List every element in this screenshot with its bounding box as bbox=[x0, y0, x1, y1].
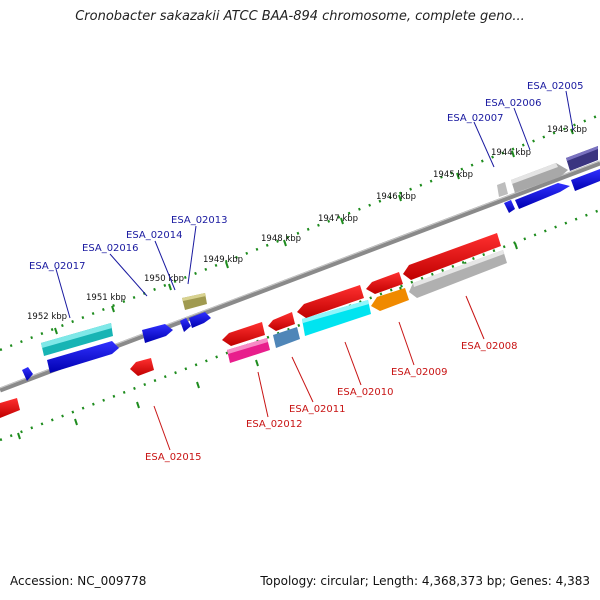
gene-esa-02008[interactable] bbox=[409, 250, 507, 298]
gene-forward-blue-long[interactable] bbox=[47, 341, 119, 373]
kbp-label-1950: 1950 kbp bbox=[144, 274, 184, 284]
gene-esa-02017[interactable] bbox=[41, 323, 113, 356]
label-esa-02010[interactable]: ESA_02010 bbox=[337, 387, 394, 398]
gene-esa-02011[interactable] bbox=[273, 327, 300, 348]
major-ticks-outer bbox=[54, 128, 574, 335]
gene-esa-02006[interactable] bbox=[511, 163, 568, 193]
label-esa-02013[interactable]: ESA_02013 bbox=[171, 215, 228, 226]
kbp-label-1952: 1952 kbp bbox=[27, 312, 67, 322]
label-esa-02006[interactable]: ESA_02006 bbox=[485, 98, 542, 109]
gene-esa-02010[interactable] bbox=[302, 300, 371, 336]
label-esa-02005[interactable]: ESA_02005 bbox=[527, 81, 584, 92]
label-esa-02012[interactable]: ESA_02012 bbox=[246, 419, 303, 430]
gene-reverse-red-long[interactable] bbox=[403, 233, 501, 280]
kbp-label-1944: 1944 kbp bbox=[491, 148, 531, 158]
kbp-label-1945: 1945 kbp bbox=[433, 170, 473, 180]
label-esa-02016[interactable]: ESA_02016 bbox=[82, 243, 139, 254]
topology-text: Topology: circular; Length: 4,368,373 bp… bbox=[260, 574, 590, 588]
label-leaders bbox=[55, 90, 574, 451]
gene-forward-blue-small[interactable] bbox=[180, 318, 191, 332]
kbp-label-1949: 1949 kbp bbox=[203, 255, 243, 265]
gene-esa-02013[interactable] bbox=[182, 293, 207, 310]
gene-esa-02015[interactable] bbox=[130, 358, 154, 376]
gene-esa-02012[interactable] bbox=[227, 338, 270, 363]
label-esa-02014[interactable]: ESA_02014 bbox=[126, 230, 183, 241]
kbp-label-1948: 1948 kbp bbox=[261, 234, 301, 244]
kbp-label-1951: 1951 kbp bbox=[86, 293, 126, 303]
label-esa-02008[interactable]: ESA_02008 bbox=[461, 341, 518, 352]
gene-forward-blue-1[interactable] bbox=[571, 169, 600, 191]
gene-reverse-red-4[interactable] bbox=[268, 312, 295, 331]
gene-forward-blue-tiny[interactable] bbox=[22, 367, 33, 381]
label-esa-02009[interactable]: ESA_02009 bbox=[391, 367, 448, 378]
gene-esa-02014[interactable] bbox=[189, 312, 211, 328]
label-esa-02015[interactable]: ESA_02015 bbox=[145, 452, 202, 463]
label-esa-02007[interactable]: ESA_02007 bbox=[447, 113, 504, 124]
gene-esa-02009[interactable] bbox=[371, 288, 409, 311]
label-esa-02011[interactable]: ESA_02011 bbox=[289, 404, 346, 415]
gene-reverse-red-2[interactable] bbox=[366, 272, 403, 294]
kbp-label-1947: 1947 kbp bbox=[318, 214, 358, 224]
gene-esa-02016[interactable] bbox=[142, 324, 173, 343]
accession-text: Accession: NC_009778 bbox=[10, 574, 147, 588]
gene-reverse-red-5[interactable] bbox=[222, 322, 265, 346]
gene-reverse-red-edge[interactable] bbox=[0, 398, 20, 418]
label-esa-02017[interactable]: ESA_02017 bbox=[29, 261, 86, 272]
gene-esa-02007[interactable] bbox=[497, 182, 508, 197]
gene-esa-02005[interactable] bbox=[566, 146, 598, 171]
gene-reverse-red-3[interactable] bbox=[297, 285, 364, 318]
gene-forward-blue-2[interactable] bbox=[515, 183, 570, 209]
kbp-label-1943: 1943 kbp bbox=[547, 125, 587, 135]
kbp-label-1946: 1946 kbp bbox=[376, 192, 416, 202]
map-title: Cronobacter sakazakii ATCC BAA-894 chrom… bbox=[75, 9, 525, 24]
gene-forward-blue-3[interactable] bbox=[504, 200, 515, 213]
